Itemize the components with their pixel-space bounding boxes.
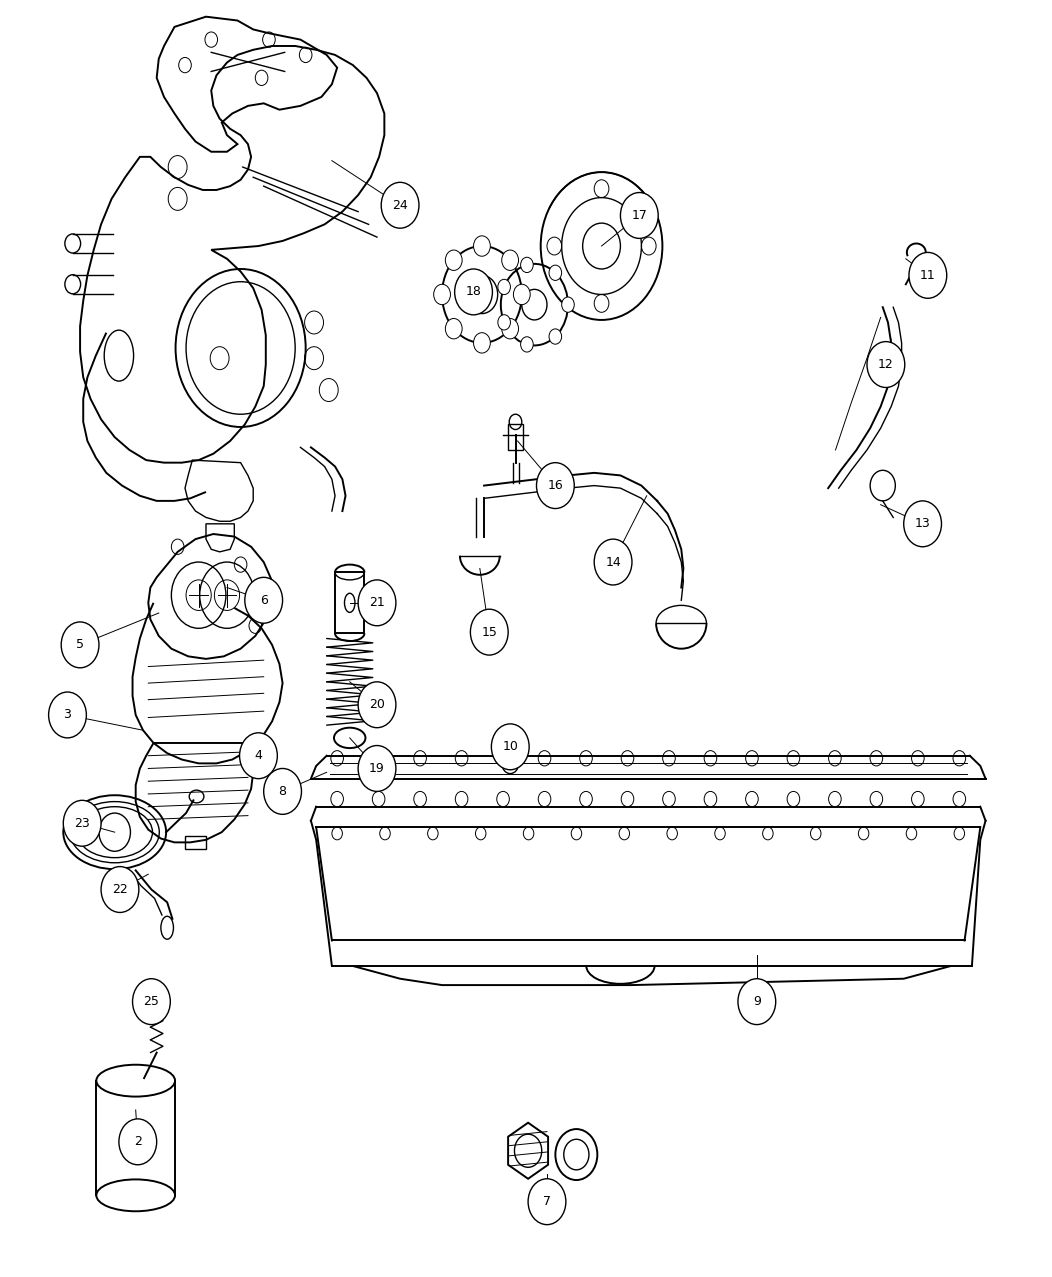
Circle shape bbox=[549, 329, 562, 345]
Text: 4: 4 bbox=[255, 750, 262, 762]
Circle shape bbox=[737, 978, 775, 1024]
Circle shape bbox=[491, 724, 529, 770]
Circle shape bbox=[537, 462, 574, 508]
Circle shape bbox=[594, 539, 632, 585]
Circle shape bbox=[101, 867, 139, 913]
Circle shape bbox=[621, 193, 659, 239]
Text: 9: 9 bbox=[753, 995, 761, 1008]
Circle shape bbox=[498, 314, 510, 329]
Circle shape bbox=[904, 501, 942, 547]
Text: 5: 5 bbox=[76, 638, 84, 651]
Text: 21: 21 bbox=[369, 596, 385, 609]
Text: 18: 18 bbox=[466, 286, 482, 299]
Text: 17: 17 bbox=[631, 209, 647, 222]
Text: 19: 19 bbox=[369, 762, 385, 775]
Text: 23: 23 bbox=[75, 817, 90, 830]
Circle shape bbox=[521, 337, 533, 352]
Circle shape bbox=[473, 333, 490, 352]
Circle shape bbox=[445, 250, 462, 271]
Circle shape bbox=[264, 769, 302, 815]
Text: 14: 14 bbox=[605, 555, 621, 568]
Text: 13: 13 bbox=[915, 517, 930, 530]
Circle shape bbox=[909, 253, 947, 299]
Circle shape bbox=[502, 250, 519, 271]
Circle shape bbox=[245, 577, 283, 623]
Circle shape bbox=[61, 622, 99, 668]
Circle shape bbox=[119, 1119, 157, 1165]
Bar bbox=[508, 424, 523, 450]
Circle shape bbox=[521, 257, 533, 272]
Circle shape bbox=[454, 269, 492, 315]
Circle shape bbox=[381, 183, 419, 229]
Text: 2: 2 bbox=[134, 1135, 142, 1148]
Circle shape bbox=[358, 580, 396, 626]
Circle shape bbox=[358, 746, 396, 792]
Circle shape bbox=[867, 342, 905, 387]
Text: 24: 24 bbox=[392, 199, 408, 212]
Circle shape bbox=[358, 682, 396, 728]
Text: 15: 15 bbox=[482, 626, 498, 638]
Text: 25: 25 bbox=[143, 995, 159, 1008]
Text: 22: 22 bbox=[113, 882, 128, 896]
Circle shape bbox=[549, 266, 562, 281]
Circle shape bbox=[48, 692, 86, 738]
Circle shape bbox=[63, 801, 101, 847]
Text: 11: 11 bbox=[920, 269, 935, 282]
Circle shape bbox=[470, 609, 508, 655]
Circle shape bbox=[473, 236, 490, 257]
Circle shape bbox=[562, 298, 574, 313]
Circle shape bbox=[240, 733, 278, 779]
Text: 3: 3 bbox=[63, 709, 72, 722]
Text: 8: 8 bbox=[279, 785, 286, 798]
Text: 16: 16 bbox=[547, 479, 563, 492]
Bar bbox=[185, 836, 206, 849]
Text: 7: 7 bbox=[543, 1195, 551, 1208]
Text: 6: 6 bbox=[260, 594, 267, 607]
Text: 10: 10 bbox=[502, 741, 519, 753]
Text: 12: 12 bbox=[878, 358, 894, 372]
Circle shape bbox=[528, 1179, 566, 1225]
Bar bbox=[335, 572, 364, 633]
Circle shape bbox=[513, 285, 530, 305]
Circle shape bbox=[133, 978, 170, 1024]
Circle shape bbox=[498, 280, 510, 295]
Circle shape bbox=[433, 285, 450, 305]
Text: 20: 20 bbox=[369, 699, 385, 711]
Circle shape bbox=[502, 318, 519, 338]
Circle shape bbox=[445, 318, 462, 338]
